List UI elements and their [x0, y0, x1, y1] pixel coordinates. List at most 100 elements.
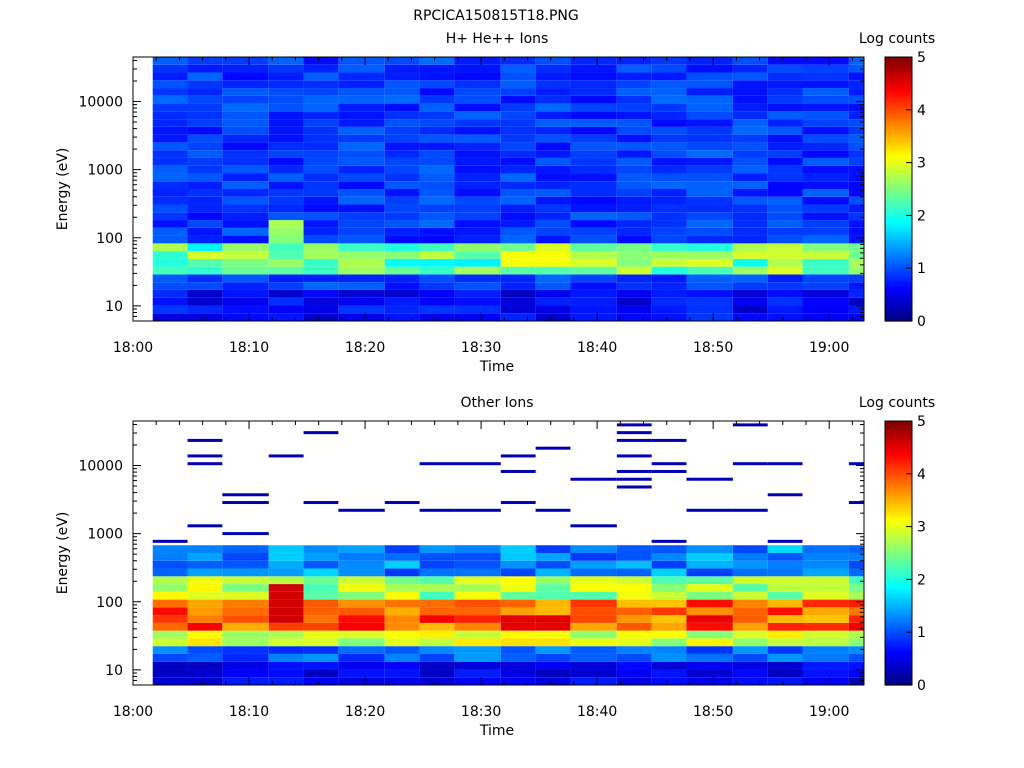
- heatmap-cell: [303, 173, 339, 182]
- heatmap-cell: [570, 584, 617, 592]
- heatmap-cell: [732, 599, 768, 608]
- colorbar-segment: [885, 210, 912, 214]
- colorbar-segment: [885, 640, 912, 644]
- heatmap-cell: [187, 653, 223, 662]
- heatmap-cell: [686, 235, 733, 244]
- heatmap-cell: [187, 560, 223, 569]
- heatmap-cell: [222, 95, 269, 104]
- heatmap-cell: [500, 173, 536, 182]
- heatmap-cell: [268, 251, 304, 259]
- heatmap-cell: [732, 181, 768, 189]
- heatmap-cell: [500, 251, 536, 259]
- colorbar-segment: [885, 270, 912, 275]
- heatmap-cell: [535, 80, 571, 89]
- heatmap-cell: [732, 630, 768, 639]
- heatmap-cell: [616, 297, 652, 306]
- heatmap-cell: [732, 258, 768, 267]
- heatmap-cell: [187, 72, 223, 81]
- heatmap-cell: [268, 607, 304, 616]
- heatmap-cell: [303, 545, 339, 553]
- heatmap-cell: [732, 607, 768, 616]
- heatmap-cell: [303, 638, 339, 647]
- heatmap-cell: [616, 196, 652, 205]
- heatmap-cell: [570, 553, 617, 561]
- heatmap-cell: [454, 258, 501, 267]
- heatmap-cell: [535, 134, 571, 143]
- heatmap-cell: [454, 607, 501, 616]
- heatmap-cell: [570, 204, 617, 213]
- heatmap-cell: [419, 142, 455, 151]
- colorbar-segment: [885, 545, 912, 549]
- heatmap-cell: [686, 142, 733, 151]
- colorbar-segment: [885, 252, 912, 256]
- heatmap-cell: [848, 142, 864, 151]
- heatmap-cell: [535, 251, 571, 259]
- colorbar-tick-label: 1: [917, 625, 926, 641]
- heatmap-cell: [686, 607, 733, 616]
- heatmap-cell: [384, 72, 420, 81]
- colorbar-segment: [885, 83, 912, 87]
- colorbar-segment: [885, 597, 912, 602]
- heatmap-cell: [338, 560, 385, 569]
- y-tick-label: 1000: [87, 163, 123, 179]
- colorbar-segment: [885, 589, 912, 594]
- heatmap-cell: [419, 243, 455, 252]
- colorbar-segment: [885, 225, 912, 230]
- heatmap-cell: [152, 189, 188, 197]
- heatmap-cell: [222, 88, 269, 96]
- heatmap-cell: [848, 568, 864, 577]
- heatmap-cell: [419, 126, 455, 135]
- heatmap-cell: [500, 266, 536, 275]
- heatmap-cell: [535, 553, 571, 561]
- colorbar-segment: [885, 611, 912, 615]
- heatmap-cell: [268, 64, 304, 73]
- heatmap-cell: [268, 266, 304, 275]
- heatmap-cell: [802, 661, 849, 670]
- heatmap-cell: [268, 189, 304, 197]
- colorbar-tick-label: 3: [917, 520, 926, 536]
- heatmap-cell: [454, 95, 501, 104]
- colorbar-segment: [885, 167, 912, 172]
- heatmap-cell: [767, 142, 803, 151]
- heatmap-cell: [222, 532, 269, 536]
- colorbar-segment: [885, 479, 912, 483]
- heatmap-cell: [686, 508, 733, 512]
- heatmap-cell: [303, 57, 339, 65]
- colorbar-segment: [885, 144, 912, 148]
- heatmap-cell: [732, 134, 768, 143]
- heatmap-cell: [268, 568, 304, 577]
- colorbar-segment: [885, 157, 912, 161]
- heatmap-cell: [222, 599, 269, 608]
- heatmap-cell: [848, 501, 864, 505]
- heatmap-cell: [802, 204, 849, 213]
- heatmap-cell: [454, 622, 501, 631]
- heatmap-cell: [651, 545, 687, 553]
- heatmap-cell: [651, 607, 687, 616]
- heatmap-cell: [616, 64, 652, 73]
- heatmap-cell: [187, 289, 223, 298]
- heatmap-cell: [303, 235, 339, 244]
- heatmap-cell: [535, 150, 571, 158]
- heatmap-cell: [686, 599, 733, 608]
- heatmap-cell: [732, 95, 768, 104]
- colorbar-segment: [885, 125, 912, 129]
- colorbar-segment: [885, 241, 912, 246]
- heatmap-cell: [767, 196, 803, 205]
- heatmap-cell: [802, 173, 849, 182]
- heatmap-cell: [338, 212, 385, 221]
- heatmap-cell: [651, 80, 687, 89]
- heatmap-cell: [732, 677, 768, 685]
- heatmap-cell: [303, 501, 339, 505]
- heatmap-cell: [570, 297, 617, 306]
- heatmap-cell: [500, 677, 536, 685]
- heatmap-cell: [651, 243, 687, 252]
- colorbar-segment: [885, 101, 912, 106]
- colorbar-segment: [885, 632, 912, 636]
- heatmap-cell: [222, 553, 269, 561]
- heatmap-cell: [268, 95, 304, 104]
- heatmap-cell: [152, 297, 188, 306]
- colorbar-segment: [885, 265, 912, 269]
- heatmap-cell: [616, 454, 652, 458]
- heatmap-cell: [848, 677, 864, 685]
- colorbar-segment: [885, 444, 912, 448]
